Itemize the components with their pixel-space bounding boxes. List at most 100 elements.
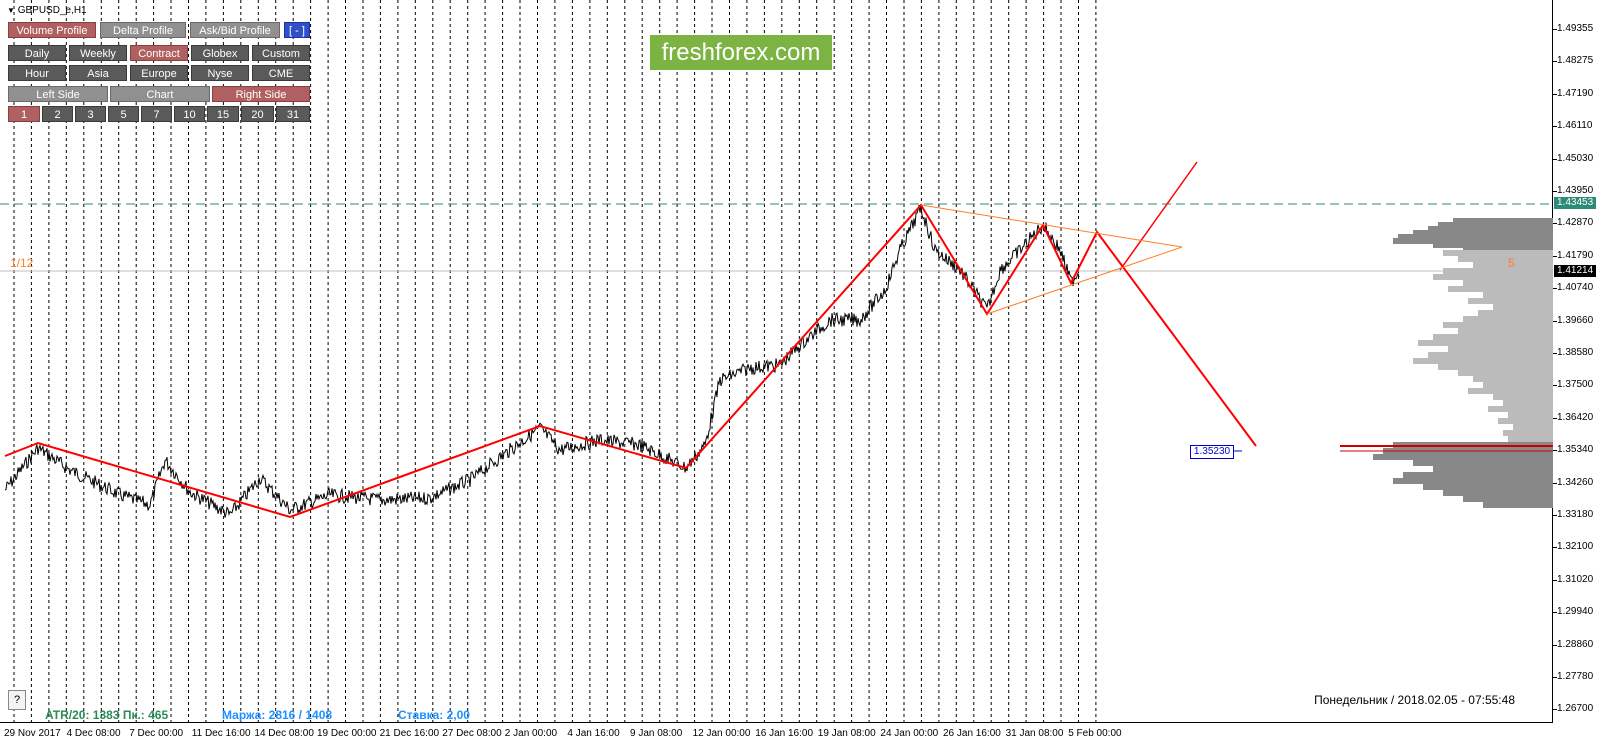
volume-profile-bar [1468, 388, 1553, 394]
chart-area[interactable]: ▼ GBPUSD_e,H1 Volume Profile Delta Profil… [0, 0, 1553, 723]
volume-profile-bar [1443, 322, 1553, 328]
volume-profile [1373, 218, 1553, 508]
volume-profile-bar [1473, 376, 1553, 382]
price-label: 1.39660 [1557, 314, 1594, 326]
price-tick [1553, 320, 1557, 322]
volume-profile-bar [1433, 334, 1553, 340]
volume-profile-bar [1508, 436, 1553, 442]
toolbar-button-left-side[interactable]: Left Side [8, 86, 108, 102]
volume-profile-bar [1478, 310, 1553, 316]
time-label: 19 Dec 00:00 [317, 728, 377, 739]
volume-profile-bar [1448, 346, 1553, 352]
toolbar-button-15[interactable]: 15 [207, 106, 239, 122]
toolbar-button-asia[interactable]: Asia [69, 65, 127, 81]
time-label: 7 Dec 00:00 [129, 728, 184, 739]
toolbar-button-10[interactable]: 10 [174, 106, 205, 122]
dropdown-triangle-icon[interactable]: ▼ [7, 6, 15, 15]
volume-profile-bar [1438, 222, 1553, 228]
toolbar-button-europe[interactable]: Europe [130, 65, 188, 81]
toolbar-button-hour[interactable]: Hour [8, 65, 66, 81]
price-axis[interactable]: 1.49355 1.48275 1.47190 1.46110 1.45030 1.439… [1553, 0, 1600, 723]
toolbar-button-7[interactable]: 7 [141, 106, 172, 122]
volume-profile-bar [1433, 274, 1553, 280]
toolbar-button-cme[interactable]: CME [252, 65, 310, 81]
price-label: 1.31020 [1557, 573, 1594, 585]
toolbar-button-chart[interactable]: Chart [110, 86, 210, 102]
volume-profile-bar [1463, 496, 1553, 502]
toolbar-button-1[interactable]: 1 [8, 106, 40, 122]
atr-stat: ATR/20: 1383 Пк.: 465 [45, 708, 169, 722]
volume-profile-bar [1463, 280, 1553, 286]
toolbar-button-globex[interactable]: Globex [191, 45, 249, 61]
volume-profile-bar [1483, 502, 1553, 508]
help-button[interactable]: ? [8, 690, 26, 710]
toolbar-button-custom[interactable]: Custom [252, 45, 310, 61]
price-label: 1.37500 [1557, 379, 1594, 391]
toolbar-button-3[interactable]: 3 [75, 106, 106, 122]
price-label: 1.41790 [1557, 249, 1594, 261]
toolbar-button-contract[interactable]: Contract [130, 45, 188, 61]
volume-profile-bar [1423, 484, 1553, 490]
time-label: 11 Dec 16:00 [191, 728, 251, 739]
toolbar-button-daily[interactable]: Daily [8, 45, 66, 61]
volume-profile-bar [1498, 418, 1553, 424]
volume-profile-bar [1443, 268, 1553, 274]
session-right-label: 5 [1508, 256, 1515, 270]
price-tick [1553, 223, 1557, 225]
volume-profile-bar [1443, 250, 1553, 256]
volume-profile-bar [1413, 358, 1553, 364]
time-label: 12 Jan 00:00 [692, 728, 751, 739]
volume-profile-bar [1433, 466, 1553, 472]
price-tick [1553, 93, 1557, 95]
volume-profile-bar [1443, 490, 1553, 496]
volume-profile-bar [1393, 478, 1553, 484]
toolbar-button-31[interactable]: 31 [276, 106, 310, 122]
toolbar-button-weekly[interactable]: Weekly [69, 45, 127, 61]
price-tick [1553, 158, 1557, 160]
toolbar-button-[interactable]: [ - ] [284, 22, 310, 38]
price-label: 1.49355 [1557, 23, 1594, 34]
volume-profile-bar [1398, 234, 1553, 240]
price-tick [1553, 677, 1557, 678]
price-tick [1553, 353, 1557, 354]
toolbar-button-5[interactable]: 5 [108, 106, 139, 122]
price-label: 1.36420 [1557, 411, 1594, 423]
volume-profile-bar [1503, 400, 1553, 406]
price-label: 1.45030 [1557, 152, 1594, 164]
price-tick [1553, 29, 1557, 30]
freshforex-watermark: freshforex.com [650, 35, 832, 70]
volume-profile-bar [1403, 472, 1553, 478]
triangle-lower-line [986, 246, 1183, 315]
session-left-label: 1/12 [10, 256, 34, 270]
time-axis[interactable]: 29 Nov 2017 4 Dec 08:00 7 Dec 00:00 11 Dec … [0, 723, 1553, 747]
price-tick [1553, 417, 1557, 419]
volume-profile-bar [1463, 246, 1553, 252]
price-box-label[interactable]: 1.35230 [1190, 445, 1234, 459]
time-label: 31 Jan 08:00 [1005, 728, 1064, 739]
price-tick [1553, 288, 1557, 290]
toolbar-button-20[interactable]: 20 [241, 106, 274, 122]
price-label: 1.42870 [1557, 217, 1594, 229]
toolbar-button-2[interactable]: 2 [42, 106, 73, 122]
price-label: 1.33180 [1557, 509, 1594, 520]
rate-stat: Ставка: 2,00 [398, 708, 470, 722]
price-tick [1553, 191, 1557, 192]
price-tick [1553, 126, 1557, 128]
triangle-upper-line [920, 204, 1183, 248]
volume-profile-bar [1393, 238, 1553, 244]
toolbar-button-right-side[interactable]: Right Side [212, 86, 310, 102]
toolbar-button-nyse[interactable]: Nyse [191, 65, 249, 81]
price-label: 1.28860 [1557, 638, 1594, 650]
volume-profile-bar [1483, 382, 1553, 388]
toolbar-button-ask-bid-profile[interactable]: Ask/Bid Profile [190, 22, 280, 38]
toolbar-button-delta-profile[interactable]: Delta Profile [100, 22, 186, 38]
price-label: 1.48275 [1557, 55, 1594, 67]
price-tick [1553, 255, 1557, 257]
volume-profile-bar [1493, 304, 1553, 310]
time-label: 24 Jan 00:00 [880, 728, 939, 739]
toolbar-button-volume-profile[interactable]: Volume Profile [8, 22, 96, 38]
price-tick [1553, 547, 1557, 549]
price-label: 1.29940 [1557, 606, 1594, 618]
volume-profile-bar [1493, 394, 1553, 400]
price-label: 1.38580 [1557, 347, 1594, 358]
